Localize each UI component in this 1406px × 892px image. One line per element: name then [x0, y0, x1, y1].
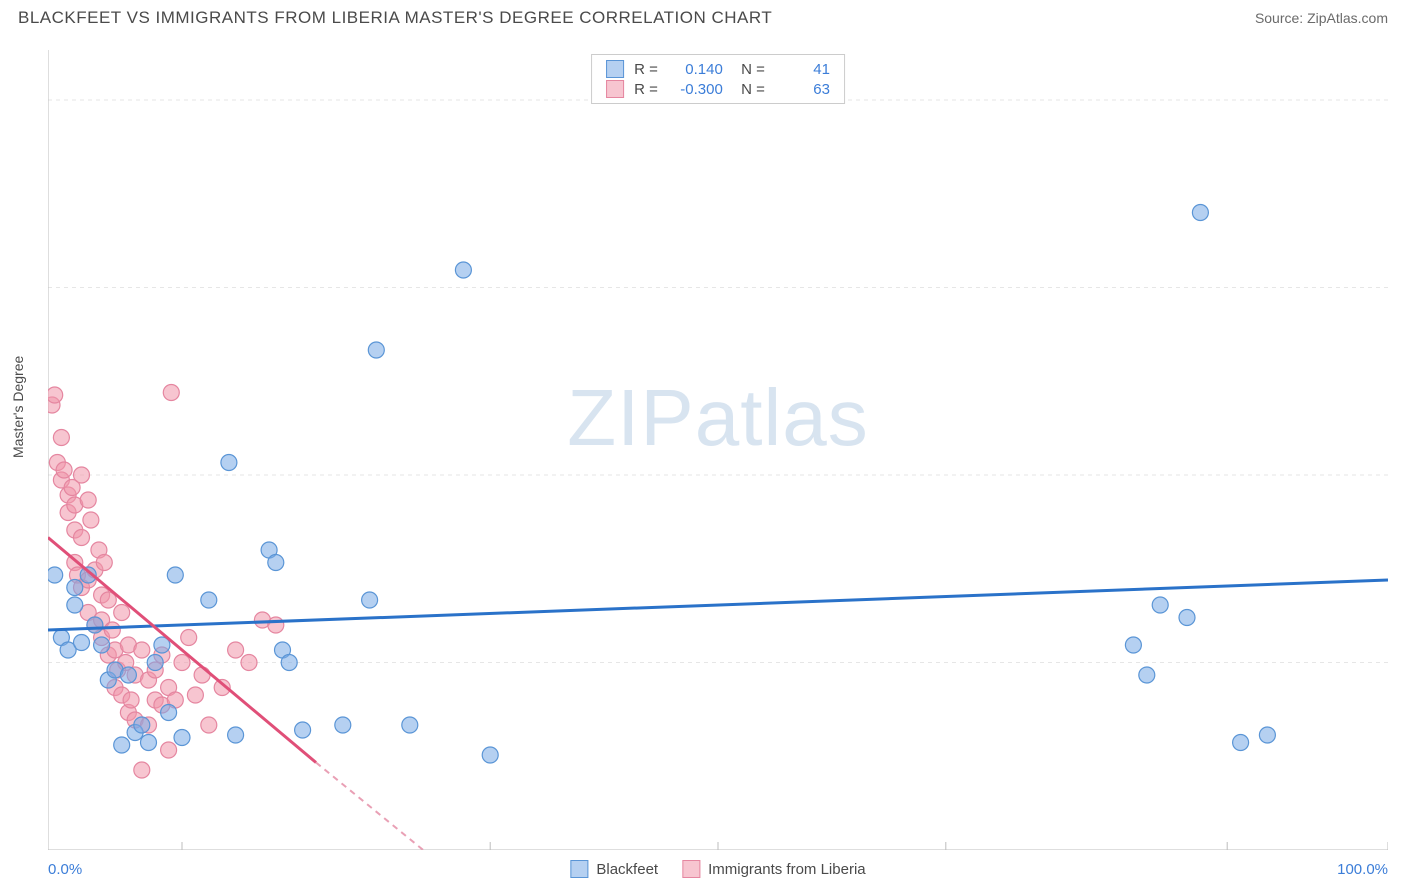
legend-swatch-icon — [606, 60, 624, 78]
source-attribution: Source: ZipAtlas.com — [1255, 10, 1388, 26]
scatter-plot — [48, 50, 1388, 850]
legend-row-liberia: R = -0.300 N = 63 — [606, 79, 830, 99]
chart-area: Master's Degree ZIPatlas R = 0.140 N = 4… — [48, 50, 1388, 850]
r-value: -0.300 — [668, 81, 723, 98]
chart-title: BLACKFEET VS IMMIGRANTS FROM LIBERIA MAS… — [18, 8, 772, 28]
legend-swatch-icon — [606, 80, 624, 98]
y-axis-label: Master's Degree — [10, 356, 26, 458]
n-value: 63 — [775, 81, 830, 98]
r-label: R = — [634, 81, 658, 98]
n-label: N = — [733, 81, 765, 98]
legend-row-blackfeet: R = 0.140 N = 41 — [606, 59, 830, 79]
n-label: N = — [733, 61, 765, 78]
n-value: 41 — [775, 61, 830, 78]
r-value: 0.140 — [668, 61, 723, 78]
correlation-legend: R = 0.140 N = 41 R = -0.300 N = 63 — [591, 54, 845, 104]
x-axis-labels: 0.0% 100.0% — [48, 861, 1388, 878]
x-max-label: 100.0% — [1337, 861, 1388, 878]
r-label: R = — [634, 61, 658, 78]
x-min-label: 0.0% — [48, 861, 82, 878]
